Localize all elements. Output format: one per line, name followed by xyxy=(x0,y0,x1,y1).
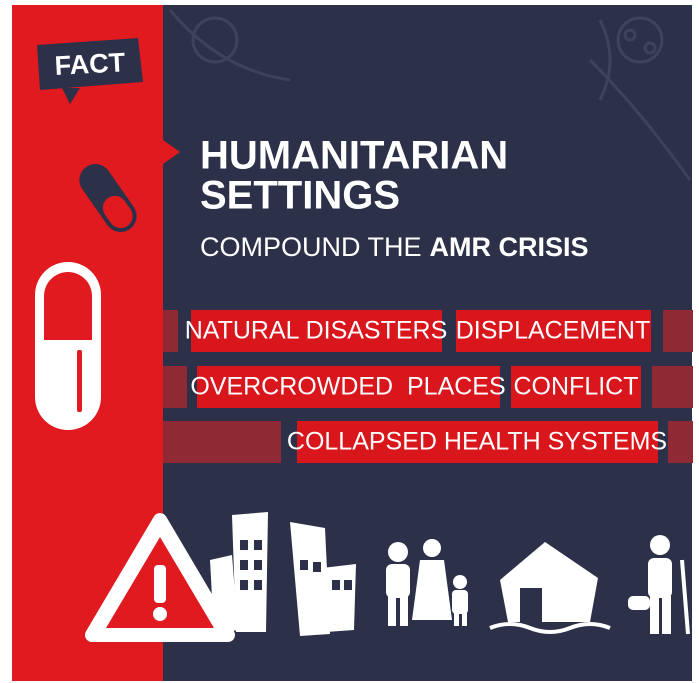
title-line: HUMANITARIAN xyxy=(200,134,508,178)
subtitle: COMPOUND THE AMR CRISIS xyxy=(200,232,589,262)
tag: OVERCROWDED PLACES xyxy=(190,373,505,401)
tag: DISPLACEMENT xyxy=(456,317,650,345)
page: FACT HUMANITARIAN SETTINGS COMPOUND THE A… xyxy=(0,0,699,683)
infographic: FACT HUMANITARIAN SETTINGS COMPOUND THE A… xyxy=(0,0,699,683)
brick xyxy=(652,366,693,408)
tag: COLLAPSED HEALTH SYSTEMS xyxy=(287,428,667,456)
subtitle-bold: AMR CRISIS xyxy=(430,232,589,262)
brick xyxy=(668,421,693,463)
subtitle-plain: COMPOUND THE xyxy=(200,232,422,262)
brick xyxy=(163,366,187,408)
brick xyxy=(163,310,178,352)
title-line: SETTINGS xyxy=(200,174,400,218)
tag: NATURAL DISASTERS xyxy=(185,317,448,345)
brick xyxy=(663,310,693,352)
big-pill xyxy=(35,262,101,430)
tag-wall: NATURAL DISASTERS DISPLACEMENT OVERCROWD… xyxy=(163,310,693,463)
badge-text: FACT xyxy=(54,47,126,81)
tag: CONFLICT xyxy=(514,373,639,401)
brick xyxy=(163,421,281,463)
